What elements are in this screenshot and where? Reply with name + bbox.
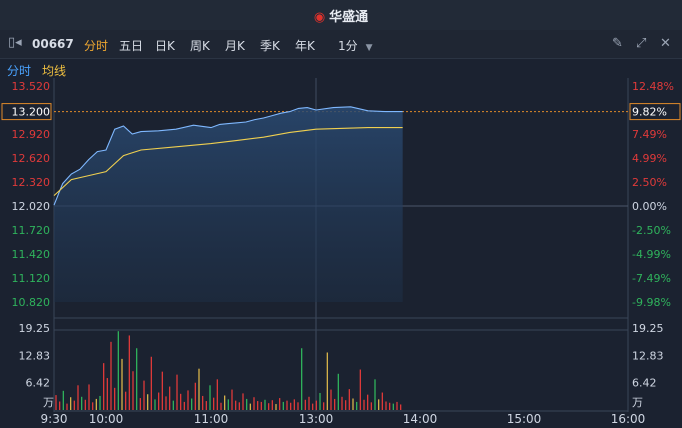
volume-label-left: 12.83: [19, 349, 51, 362]
tab-yearly-k[interactable]: 年K: [295, 39, 315, 53]
tab-daily-k[interactable]: 日K: [155, 39, 175, 53]
toolbar: ▯◂ 00667 分时 五日 日K 周K 月K 季K 年K 1分 ▼ ✎ ⤢ ✕: [0, 30, 682, 59]
edit-icon[interactable]: ✎: [612, 36, 623, 51]
volume-label-right: 6.42: [632, 377, 657, 390]
price-label: 13.200: [12, 106, 51, 119]
time-label: 11:00: [194, 412, 229, 426]
time-label: 16:00: [611, 412, 646, 426]
pct-label: 7.49%: [632, 128, 667, 141]
avg-line: [53, 127, 403, 197]
tab-five-day[interactable]: 五日: [119, 39, 144, 53]
volume-label-left: 6.42: [26, 377, 51, 390]
volume-label-left: 19.25: [19, 322, 51, 335]
pct-label: 0.00%: [632, 200, 667, 213]
price-label: 13.520: [12, 80, 51, 93]
volume-unit-left: 万: [43, 396, 54, 409]
volume-label-right: 19.25: [632, 322, 664, 335]
pct-label: -9.98%: [632, 296, 671, 309]
current-pct-box: [629, 103, 681, 121]
price-label: 10.820: [12, 296, 51, 309]
price-line: [53, 106, 403, 206]
price-label: 12.620: [12, 152, 51, 165]
time-label: 14:00: [403, 412, 438, 426]
brand-name: 华盛通: [329, 10, 369, 25]
price-area: [54, 106, 403, 302]
legend-avg: 均线: [42, 64, 67, 78]
pct-label: -2.50%: [632, 224, 671, 237]
price-label: 12.920: [12, 128, 51, 141]
interval-select[interactable]: 1分 ▼: [338, 37, 373, 54]
huasheng-logo-icon: ◉: [313, 10, 326, 25]
pct-label: 9.82%: [632, 106, 667, 119]
pct-label: 2.50%: [632, 176, 667, 189]
time-label: 10:00: [89, 412, 124, 426]
price-label: 12.020: [12, 200, 51, 213]
title-bar: ◉ 华盛通: [0, 0, 682, 30]
legend-price: 分时: [7, 64, 32, 78]
pct-label: -7.49%: [632, 272, 671, 285]
price-label: 11.420: [12, 248, 51, 261]
pct-label: 12.48%: [632, 80, 674, 93]
time-label: 9:30: [41, 412, 68, 426]
price-label: 11.120: [12, 272, 51, 285]
time-label: 15:00: [507, 412, 542, 426]
brand: ◉ 华盛通: [0, 6, 682, 25]
panel-collapse-icon[interactable]: ▯◂: [8, 35, 22, 50]
price-label: 12.320: [12, 176, 51, 189]
chart-legend: 分时 均线: [0, 59, 682, 79]
volume-label-right: 12.83: [632, 349, 664, 362]
expand-icon[interactable]: ⤢: [636, 36, 647, 51]
tab-intraday[interactable]: 分时: [84, 39, 109, 53]
pct-label: 4.99%: [632, 152, 667, 165]
close-icon[interactable]: ✕: [660, 36, 671, 51]
volume-unit-right: 万: [632, 396, 643, 409]
pct-label: -4.99%: [632, 248, 671, 261]
stock-code: 00667: [32, 37, 74, 51]
tab-weekly-k[interactable]: 周K: [190, 39, 210, 53]
time-label: 13:00: [299, 412, 334, 426]
tab-quarterly-k[interactable]: 季K: [260, 39, 280, 53]
chevron-down-icon: ▼: [365, 43, 373, 53]
price-label: 11.720: [12, 224, 51, 237]
interval-value: 1分: [338, 39, 358, 53]
current-price-box: [1, 103, 52, 121]
tab-monthly-k[interactable]: 月K: [225, 39, 245, 53]
